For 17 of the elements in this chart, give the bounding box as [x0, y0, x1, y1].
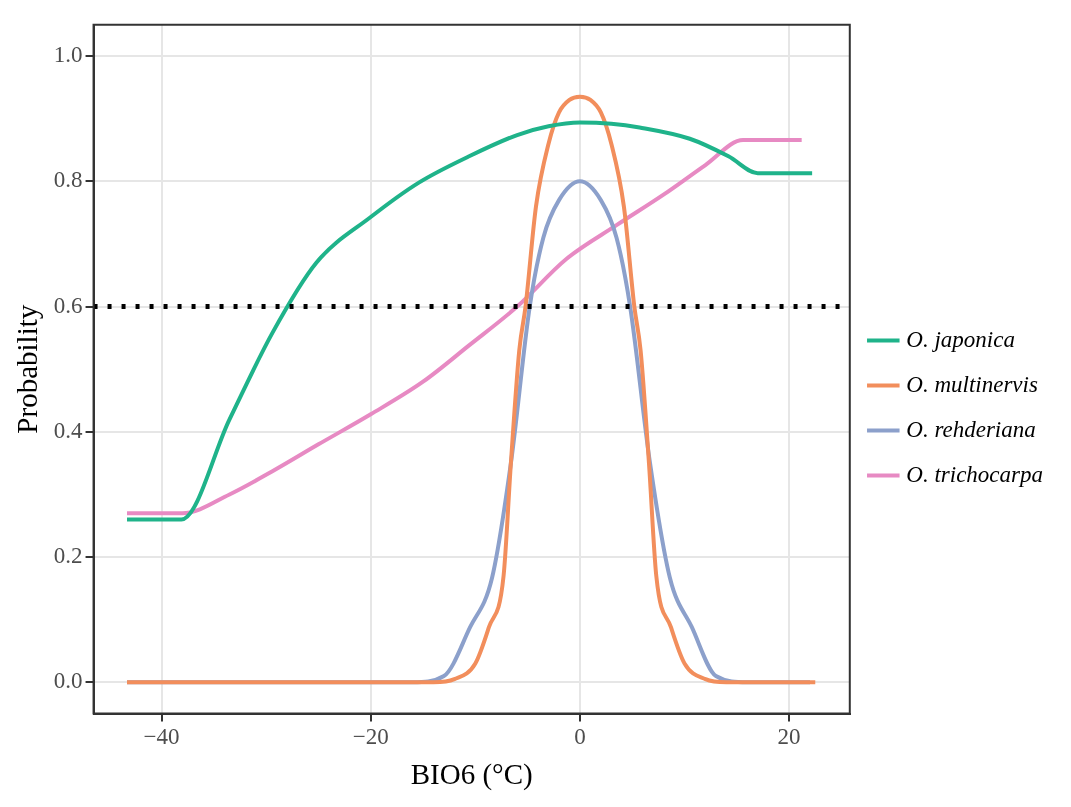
x-tick-label: −20 [352, 724, 389, 750]
y-tick-label: 0.0 [53, 668, 83, 694]
x-axis-title: BIO6 (°C) [410, 758, 533, 792]
y-tick-label: 0.6 [53, 292, 83, 318]
legend-label: O. multinervis [906, 371, 1038, 397]
x-tick-label: −40 [143, 724, 180, 750]
x-tick-label: 0 [574, 724, 586, 750]
legend-label: O. rehderiana [906, 416, 1036, 442]
y-axis-title: Probability [11, 304, 44, 434]
line-series [125, 94, 818, 685]
legend-label: O. trichocarpa [906, 461, 1044, 487]
y-tick-label: 0.4 [53, 417, 84, 443]
legend-label: O. japonica [906, 326, 1015, 352]
y-tick-label: 0.8 [53, 167, 83, 193]
x-tick-label: 20 [777, 724, 801, 750]
y-tick-label: 1.0 [53, 42, 83, 68]
y-tick-label: 0.2 [53, 543, 83, 569]
